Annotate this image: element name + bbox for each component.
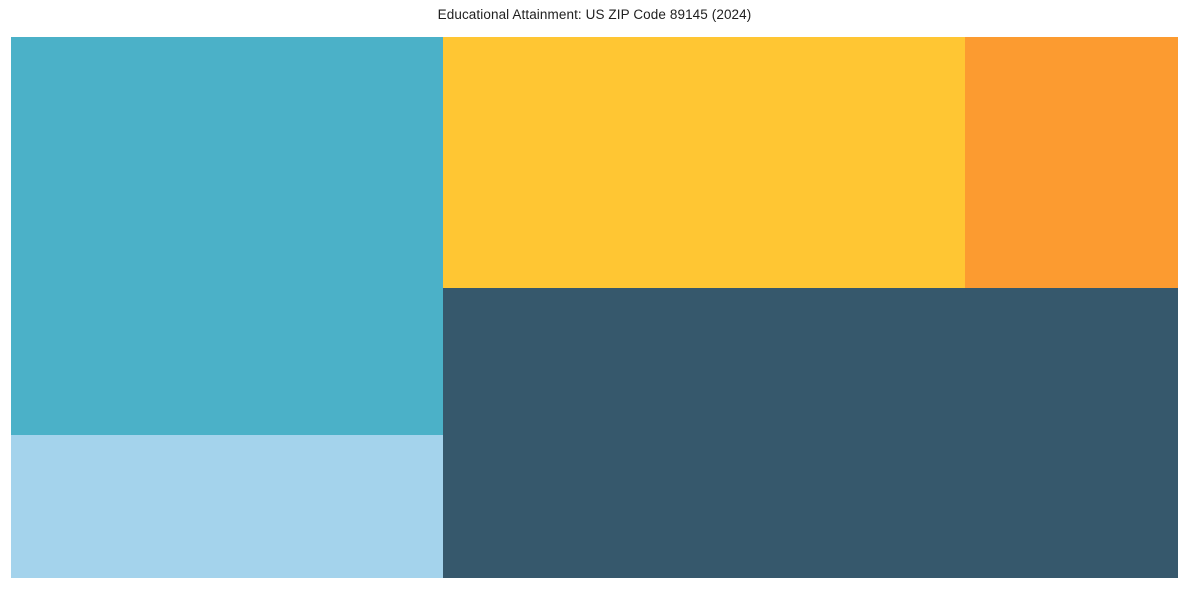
treemap-plot-area: Some college, no degree 27.2 Graduate or… [11,37,1178,578]
chart-title: Educational Attainment: US ZIP Code 8914… [437,7,752,22]
treemap-tile[interactable]: High school graduate 20.8 [443,37,965,288]
treemap-tile[interactable]: Less than high school 8.5 [965,37,1178,288]
treemap-tile[interactable]: Bachelor's degree 33.8 [443,288,1178,578]
treemap-tile[interactable]: Some college, no degree 27.2 [11,37,443,435]
treemap-tile[interactable]: Graduate or professional degree 9.8 [11,435,443,578]
